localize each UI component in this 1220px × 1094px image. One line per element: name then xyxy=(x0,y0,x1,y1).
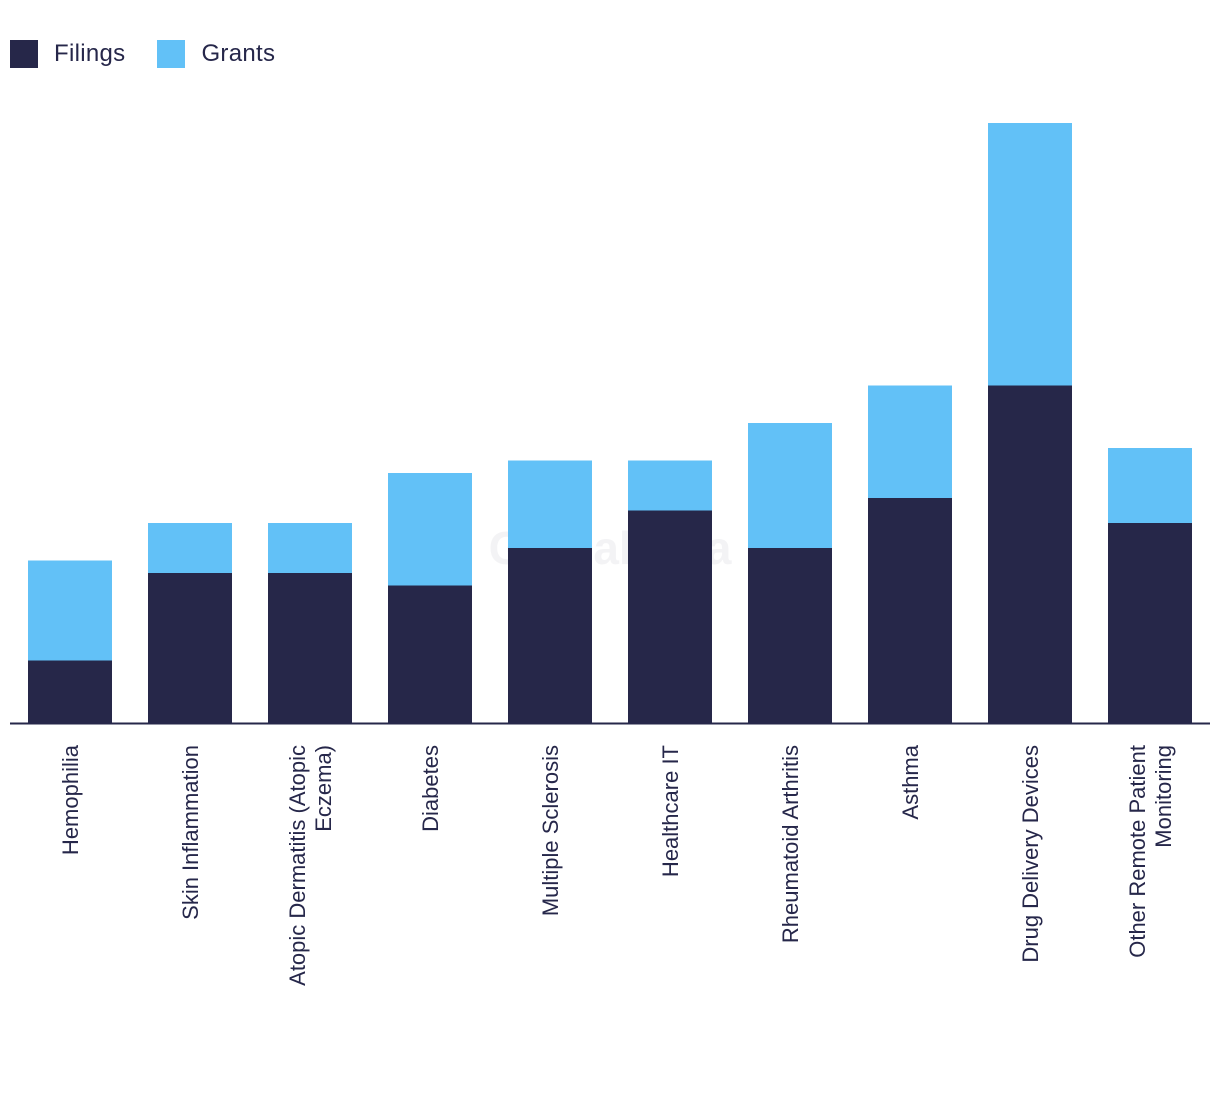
x-tick-label-1: Skin Inflammation xyxy=(178,745,203,920)
bar-grants-4 xyxy=(508,460,592,548)
legend-item-grants: Grants xyxy=(157,40,275,68)
bar-filings-0 xyxy=(28,660,112,723)
bar-filings-2 xyxy=(268,573,352,723)
bar-grants-5 xyxy=(628,460,712,511)
x-tick-label-3: Diabetes xyxy=(418,745,443,832)
bar-filings-7 xyxy=(868,498,952,723)
x-tick-labels: Hemophilia Skin Inflammation Atopic Dermat… xyxy=(58,744,1176,986)
x-tick-label-0: Hemophilia xyxy=(58,744,83,855)
bar-grants-7 xyxy=(868,385,952,498)
bar-filings-9 xyxy=(1108,523,1192,723)
x-tick-label-2-line-1: Eczema) xyxy=(311,745,336,832)
bar-filings-8 xyxy=(988,385,1072,723)
bar-filings-4 xyxy=(508,548,592,723)
x-tick-label-8: Drug Delivery Devices xyxy=(1018,745,1043,963)
legend-label-filings: Filings xyxy=(54,40,126,67)
bar-filings-1 xyxy=(148,573,232,723)
legend-item-filings: Filings xyxy=(10,40,125,68)
bar-grants-2 xyxy=(268,523,352,573)
bar-grants-6 xyxy=(748,423,832,548)
x-tick-label-9-line-0: Other Remote Patient xyxy=(1125,745,1150,958)
x-tick-label-4: Multiple Sclerosis xyxy=(538,745,563,916)
x-tick-label-6: Rheumatoid Arthritis xyxy=(778,745,803,943)
bar-grants-9 xyxy=(1108,448,1192,523)
bar-grants-8 xyxy=(988,123,1072,386)
bars-group xyxy=(28,123,1192,723)
legend-swatch-filings xyxy=(10,40,38,68)
legend-label-grants: Grants xyxy=(201,40,276,67)
x-tick-label-7: Asthma xyxy=(898,744,923,819)
x-tick-label-5: Healthcare IT xyxy=(658,745,683,877)
legend: Filings Grants xyxy=(10,40,307,68)
bar-grants-1 xyxy=(148,523,232,573)
x-tick-label-2-line-0: Atopic Dermatitis (Atopic xyxy=(285,745,310,986)
bar-filings-5 xyxy=(628,510,712,723)
legend-swatch-grants xyxy=(157,40,186,68)
bar-grants-0 xyxy=(28,560,112,661)
bar-filings-6 xyxy=(748,548,832,723)
bar-grants-3 xyxy=(388,473,472,586)
bar-filings-3 xyxy=(388,585,472,723)
x-tick-label-9-line-1: Monitoring xyxy=(1151,745,1176,848)
